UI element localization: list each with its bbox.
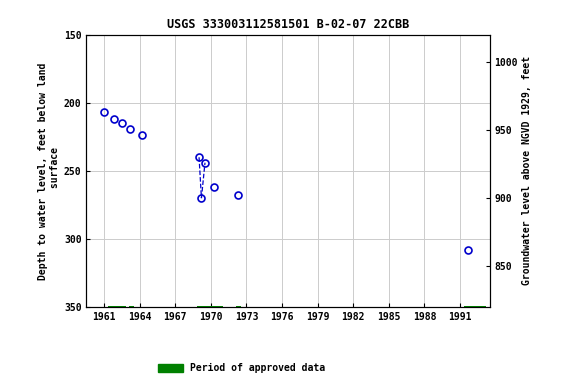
Y-axis label: Depth to water level, feet below land
 surface: Depth to water level, feet below land su… bbox=[38, 62, 60, 280]
Y-axis label: Groundwater level above NGVD 1929, feet: Groundwater level above NGVD 1929, feet bbox=[522, 56, 532, 285]
Legend: Period of approved data: Period of approved data bbox=[154, 359, 329, 377]
Title: USGS 333003112581501 B-02-07 22CBB: USGS 333003112581501 B-02-07 22CBB bbox=[167, 18, 409, 31]
